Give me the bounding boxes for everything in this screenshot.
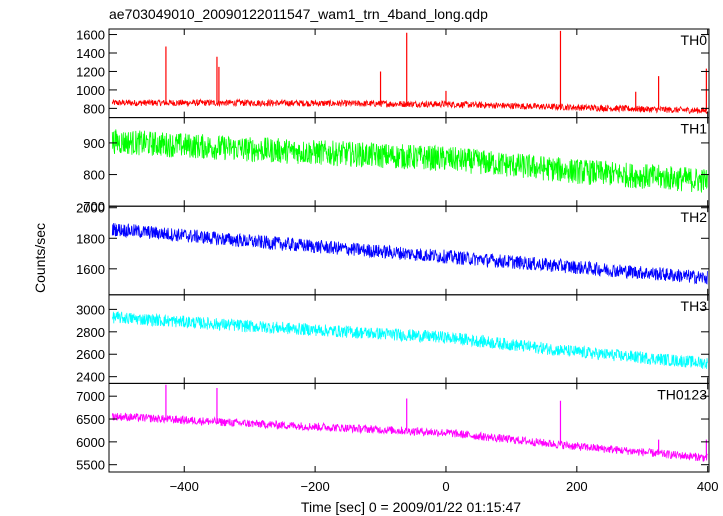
series-line-th1	[111, 129, 708, 193]
x-axis-label: Time [sec] 0 = 2009/01/22 01:15:47	[301, 499, 521, 515]
y-tick-label: 5500	[76, 458, 105, 473]
panel-frame	[108, 294, 710, 384]
series-line-th3	[111, 311, 708, 369]
y-tick-label: 800	[83, 168, 105, 183]
band-label-th0: TH0	[681, 32, 708, 48]
panels-group: 800 1000 1200 1400 1600 TH0 700 800 900 TH1 1600 18…	[76, 28, 710, 473]
panel-th0: 800 1000 1200 1400 1600 TH0	[76, 28, 710, 119]
y-tick-label: 2800	[76, 325, 105, 340]
y-tick-label: 1600	[76, 262, 105, 277]
y-tick-label: 1400	[76, 46, 105, 61]
y-tick-label: 1800	[76, 231, 105, 246]
x-tick-label: 400	[697, 479, 719, 494]
x-tick-label: −400	[170, 479, 199, 494]
panel-frame	[108, 205, 710, 296]
y-tick-label: 1600	[76, 28, 105, 43]
chart-title: ae703049010_20090122011547_wam1_trn_4ban…	[109, 6, 488, 22]
x-tick-label: 0	[442, 479, 449, 494]
panel-th3: 2400 2600 2800 3000 TH3	[76, 294, 710, 385]
y-tick-label: 7000	[76, 389, 105, 404]
y-tick-label: 900	[83, 136, 105, 151]
series-line-th0	[111, 98, 708, 115]
y-tick-label: 6500	[76, 412, 105, 427]
panel-frame	[108, 117, 710, 207]
x-axis: −400 −200 0 200 400	[170, 479, 719, 494]
y-tick-label: 2600	[76, 347, 105, 362]
band-label-th0123: TH0123	[657, 386, 707, 402]
panel-th0123: 5500 6000 6500 7000 TH0123	[76, 382, 710, 473]
series-line-th0123	[111, 412, 708, 463]
y-tick-label: 1000	[76, 83, 105, 98]
y-axis-label: Counts/sec	[32, 223, 48, 293]
y-tick-label: 800	[83, 101, 105, 116]
y-tick-label: 2400	[76, 370, 105, 385]
y-tick-label: 700	[83, 199, 105, 214]
y-tick-label: 1200	[76, 64, 105, 79]
panel-frame	[108, 382, 710, 473]
y-tick-label: 2000	[76, 201, 105, 216]
x-tick-label: −200	[300, 479, 329, 494]
band-label-th1: TH1	[681, 121, 708, 137]
panel-th2: 1600 1800 2000 TH2	[76, 201, 710, 296]
x-tick-label: 200	[566, 479, 588, 494]
panel-th1: 700 800 900 TH1	[83, 117, 710, 214]
series-line-th2	[111, 223, 708, 285]
band-label-th2: TH2	[681, 209, 708, 225]
y-tick-label: 6000	[76, 435, 105, 450]
y-tick-label: 3000	[76, 302, 105, 317]
band-label-th3: TH3	[681, 298, 708, 314]
